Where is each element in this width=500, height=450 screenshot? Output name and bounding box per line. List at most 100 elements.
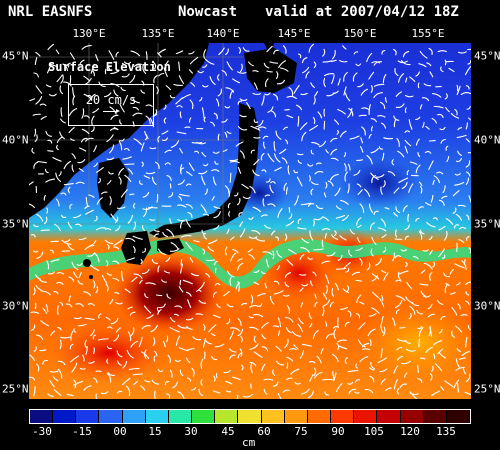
current-vector xyxy=(180,164,183,175)
lat-label-35n-left: 35°N xyxy=(2,217,29,231)
current-vector xyxy=(224,105,231,109)
current-vector xyxy=(73,316,82,320)
current-vector xyxy=(153,74,158,84)
current-vector xyxy=(230,252,237,262)
current-vector xyxy=(400,360,411,365)
current-vector xyxy=(109,106,117,115)
current-vector xyxy=(223,290,230,297)
current-vector xyxy=(368,203,374,213)
current-vector xyxy=(253,136,261,139)
current-vector xyxy=(188,117,192,123)
current-vector xyxy=(266,45,273,53)
colorbar-tick: 120 xyxy=(400,425,420,438)
current-vector xyxy=(156,193,159,203)
current-vector xyxy=(314,171,324,175)
current-vector xyxy=(180,167,185,173)
current-vector xyxy=(185,183,192,187)
current-vector xyxy=(393,379,398,390)
current-vector xyxy=(91,93,96,101)
current-vector xyxy=(106,157,115,161)
current-vector xyxy=(405,348,416,352)
current-vector xyxy=(119,138,125,142)
current-vector xyxy=(227,202,231,209)
current-vector xyxy=(187,347,195,351)
current-vector xyxy=(344,171,348,182)
current-vector xyxy=(69,138,75,141)
current-vector xyxy=(454,325,463,333)
current-vector xyxy=(370,248,374,257)
current-vector xyxy=(132,112,143,117)
current-vector xyxy=(204,188,208,196)
current-vector xyxy=(286,304,290,314)
current-vector xyxy=(120,86,126,92)
current-vector xyxy=(249,343,259,350)
current-vector xyxy=(214,260,218,266)
current-vector xyxy=(123,148,130,151)
current-vector xyxy=(200,175,206,186)
current-vector xyxy=(417,378,423,384)
current-vector xyxy=(56,281,64,285)
current-vector xyxy=(98,313,102,319)
current-vector xyxy=(253,351,263,358)
current-vector xyxy=(94,215,98,222)
current-vector xyxy=(261,169,267,173)
current-vector xyxy=(187,299,192,309)
current-vector xyxy=(300,92,308,96)
current-vector xyxy=(301,57,308,64)
current-vector xyxy=(331,288,335,298)
current-vector xyxy=(380,122,387,129)
current-vector xyxy=(66,393,74,397)
current-vector xyxy=(200,379,203,386)
current-vector xyxy=(248,61,254,67)
current-vector xyxy=(252,169,260,177)
current-vector xyxy=(95,227,106,231)
current-vector xyxy=(359,356,369,363)
current-vector xyxy=(335,205,342,210)
current-vector xyxy=(380,315,384,325)
current-vector xyxy=(355,63,362,67)
current-vector xyxy=(67,243,75,251)
current-vector xyxy=(63,160,72,170)
current-vector xyxy=(337,108,346,115)
current-vector xyxy=(270,181,276,184)
current-vector xyxy=(321,305,325,317)
colorbar-swatch xyxy=(446,410,470,423)
forecast-mode: Nowcast xyxy=(178,4,238,20)
current-vector xyxy=(291,331,302,337)
current-vector xyxy=(300,388,310,395)
current-vector xyxy=(392,211,399,217)
current-vector xyxy=(297,323,303,333)
colorbar-tick: 00 xyxy=(113,425,127,438)
current-vector xyxy=(106,134,114,143)
current-vector xyxy=(346,284,350,292)
current-vector xyxy=(272,93,279,101)
current-vector xyxy=(229,172,232,183)
current-vector xyxy=(456,281,461,286)
current-vector xyxy=(165,256,171,262)
current-vector xyxy=(167,354,171,364)
current-vector xyxy=(36,251,44,259)
current-vector xyxy=(106,358,109,364)
current-vector xyxy=(72,214,82,219)
current-vector xyxy=(69,52,75,60)
current-vector xyxy=(29,354,35,361)
current-vector xyxy=(455,366,465,371)
current-vector xyxy=(177,219,185,222)
current-vector xyxy=(81,108,85,119)
current-vector xyxy=(405,77,408,83)
current-vector xyxy=(286,114,294,119)
current-vector xyxy=(61,214,67,219)
current-vector xyxy=(377,357,387,364)
current-vector xyxy=(94,252,100,263)
current-vector xyxy=(360,137,364,144)
current-vector xyxy=(455,358,461,369)
current-vector xyxy=(143,305,152,314)
current-vector xyxy=(417,151,421,158)
current-vector xyxy=(283,126,288,131)
current-vector xyxy=(96,167,104,173)
current-vector xyxy=(145,115,151,125)
current-vector xyxy=(175,335,181,346)
current-vector xyxy=(121,73,130,78)
current-vector xyxy=(248,315,254,319)
current-vector xyxy=(144,134,148,141)
